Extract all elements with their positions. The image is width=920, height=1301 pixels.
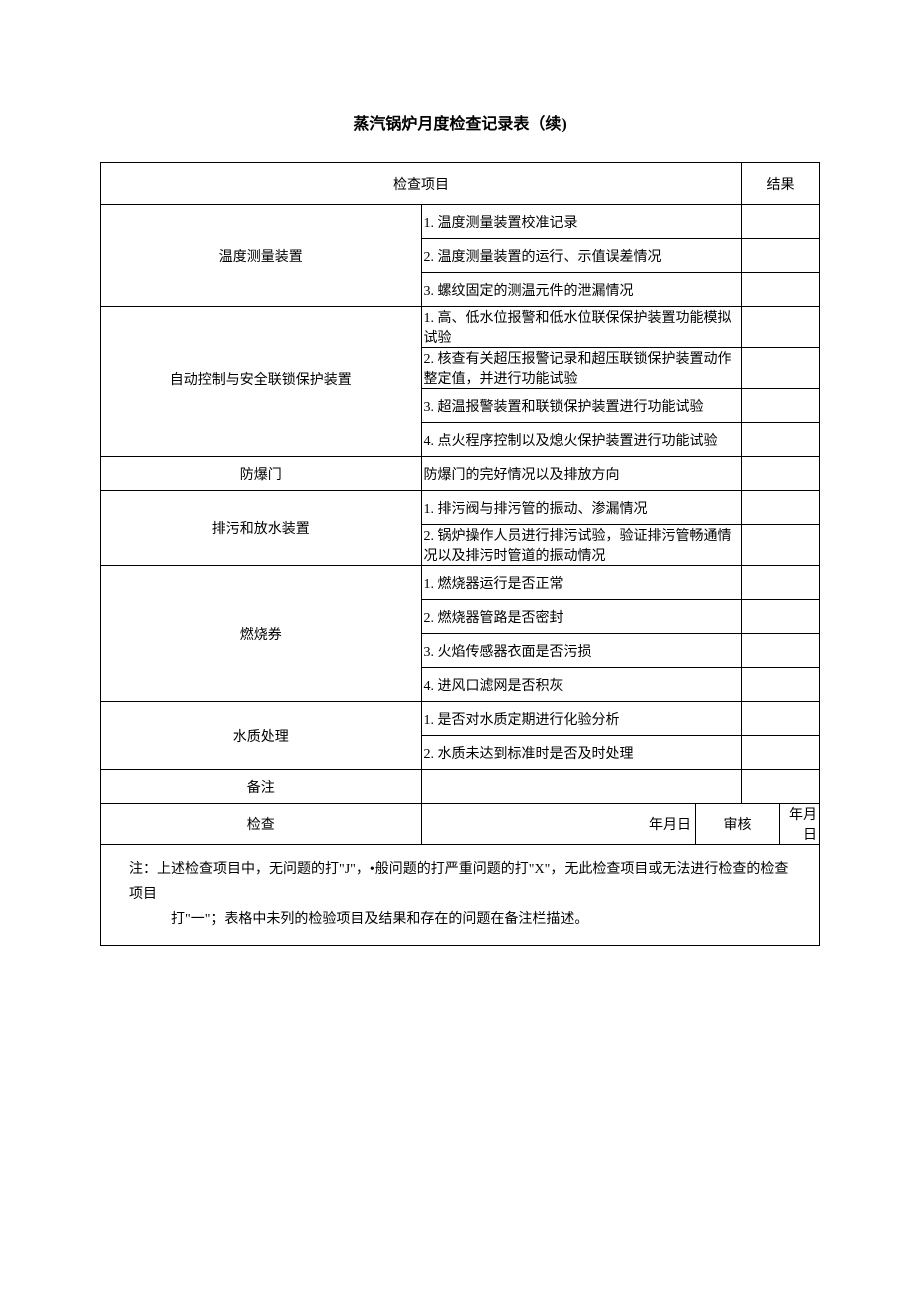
result-cell (742, 273, 820, 307)
result-cell (742, 457, 820, 491)
result-cell (742, 491, 820, 525)
category-cell: 排污和放水装置 (101, 491, 422, 566)
table-row: 防爆门 防爆门的完好情况以及排放方向 (101, 457, 820, 491)
category-cell: 水质处理 (101, 702, 422, 770)
result-cell (742, 239, 820, 273)
category-cell: 温度测量装置 (101, 205, 422, 307)
header-item: 检查项目 (101, 163, 742, 205)
category-cell: 燃烧券 (101, 566, 422, 702)
category-cell: 自动控制与安全联锁保护装置 (101, 307, 422, 457)
item-cell: 1. 排污阀与排污管的振动、渗漏情况 (421, 491, 742, 525)
item-cell: 4. 进风口滤网是否积灰 (421, 668, 742, 702)
remarks-label: 备注 (101, 770, 422, 804)
note-cell: 注：上述检查项目中，无问题的打"J"，•般问题的打严重问题的打"X"，无此检查项… (101, 845, 820, 946)
header-row: 检查项目 结果 (101, 163, 820, 205)
result-cell (742, 702, 820, 736)
result-cell (742, 736, 820, 770)
result-cell (742, 205, 820, 239)
table-row: 燃烧券 1. 燃烧器运行是否正常 (101, 566, 820, 600)
table-row: 水质处理 1. 是否对水质定期进行化验分析 (101, 702, 820, 736)
item-cell: 2. 温度测量装置的运行、示值误差情况 (421, 239, 742, 273)
remarks-row: 备注 (101, 770, 820, 804)
item-cell: 防爆门的完好情况以及排放方向 (421, 457, 742, 491)
result-cell (742, 525, 820, 566)
remarks-cell (421, 770, 742, 804)
check-label: 检查 (101, 804, 422, 845)
category-cell: 防爆门 (101, 457, 422, 491)
result-cell (742, 423, 820, 457)
item-cell: 2. 水质未达到标准时是否及时处理 (421, 736, 742, 770)
inspection-table: 检查项目 结果 温度测量装置 1. 温度测量装置校准记录 2. 温度测量装置的运… (100, 162, 820, 946)
item-cell: 3. 螺纹固定的测温元件的泄漏情况 (421, 273, 742, 307)
check-date: 年月日 (422, 804, 696, 844)
item-cell: 4. 点火程序控制以及熄火保护装置进行功能试验 (421, 423, 742, 457)
result-cell (742, 600, 820, 634)
table-row: 自动控制与安全联锁保护装置 1. 高、低水位报警和低水位联保保护装置功能模拟试验 (101, 307, 820, 348)
item-cell: 3. 超温报警装置和联锁保护装置进行功能试验 (421, 389, 742, 423)
result-cell (742, 634, 820, 668)
table-row: 温度测量装置 1. 温度测量装置校准记录 (101, 205, 820, 239)
item-cell: 1. 是否对水质定期进行化验分析 (421, 702, 742, 736)
signature-row: 检查 年月日 审核 年月日 (101, 804, 820, 845)
review-label: 审核 (696, 804, 780, 844)
table-row: 排污和放水装置 1. 排污阀与排污管的振动、渗漏情况 (101, 491, 820, 525)
item-cell: 2. 燃烧器管路是否密封 (421, 600, 742, 634)
item-cell: 1. 高、低水位报警和低水位联保保护装置功能模拟试验 (421, 307, 742, 348)
item-cell: 1. 温度测量装置校准记录 (421, 205, 742, 239)
item-cell: 2. 锅炉操作人员进行排污试验，验证排污管畅通情况以及排污时管道的振动情况 (421, 525, 742, 566)
item-cell: 1. 燃烧器运行是否正常 (421, 566, 742, 600)
item-cell: 3. 火焰传感器衣面是否污损 (421, 634, 742, 668)
result-cell (742, 389, 820, 423)
review-date: 年月日 (780, 804, 820, 844)
result-cell (742, 307, 820, 348)
result-cell (742, 668, 820, 702)
document-title: 蒸汽锅炉月度检查记录表（续) (100, 110, 820, 134)
item-cell: 2. 核查有关超压报警记录和超压联锁保护装置动作整定值，并进行功能试验 (421, 348, 742, 389)
remarks-result (742, 770, 820, 804)
result-cell (742, 348, 820, 389)
note-line2: 打"一"；表格中未列的检验项目及结果和存在的问题在备注栏描述。 (129, 907, 791, 932)
result-cell (742, 566, 820, 600)
note-row: 注：上述检查项目中，无问题的打"J"，•般问题的打严重问题的打"X"，无此检查项… (101, 845, 820, 946)
header-result: 结果 (742, 163, 820, 205)
note-line1: 注：上述检查项目中，无问题的打"J"，•般问题的打严重问题的打"X"，无此检查项… (129, 862, 788, 902)
